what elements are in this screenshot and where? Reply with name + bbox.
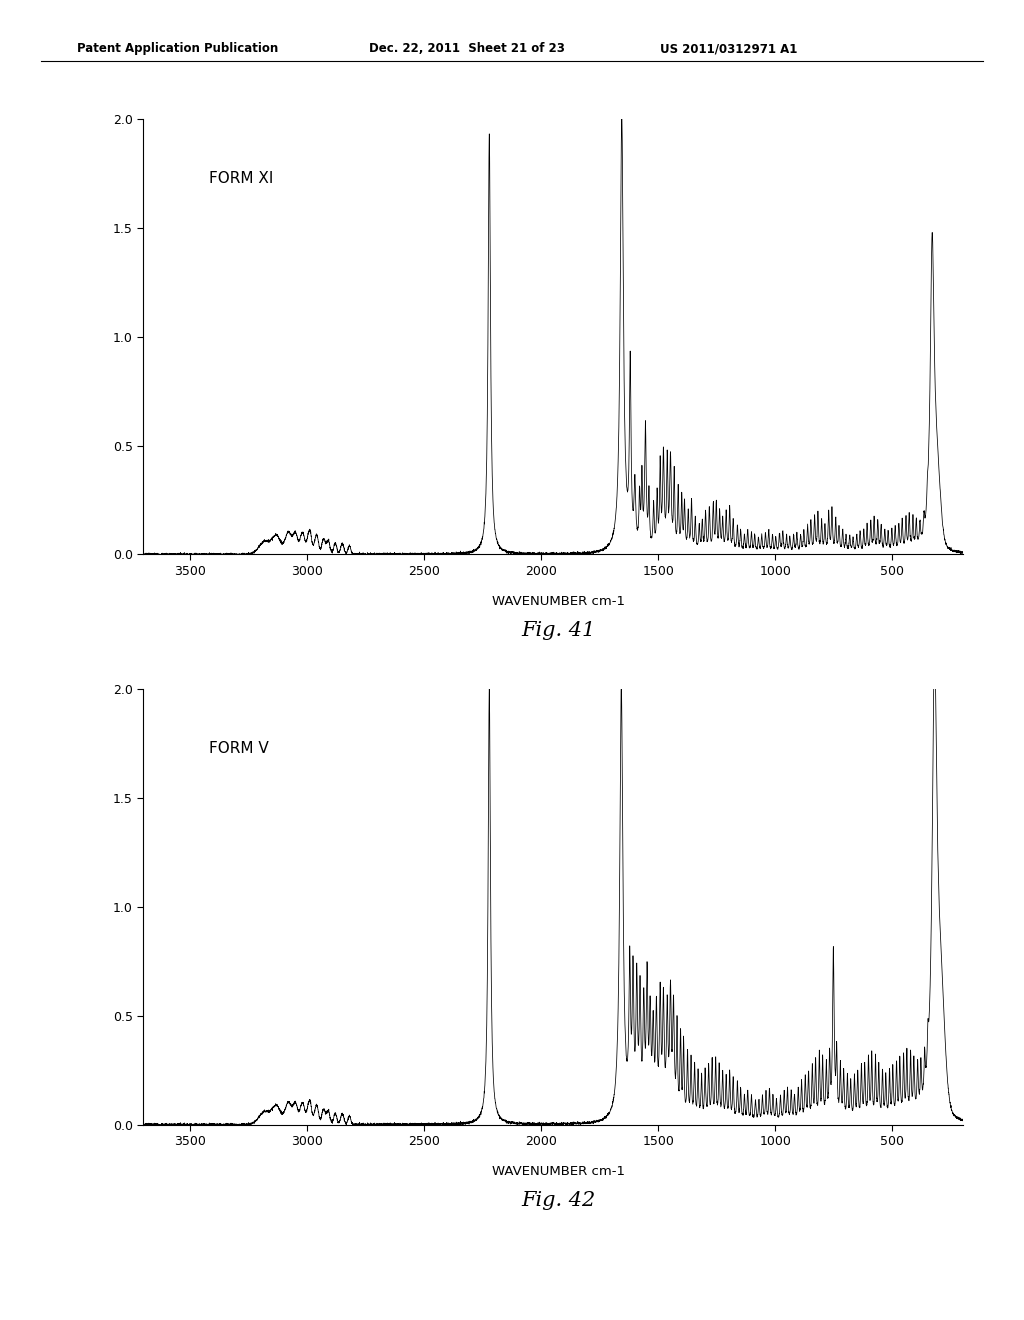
Text: Dec. 22, 2011  Sheet 21 of 23: Dec. 22, 2011 Sheet 21 of 23 [369,42,564,55]
Text: WAVENUMBER cm-1: WAVENUMBER cm-1 [492,1164,625,1177]
Text: Fig. 42: Fig. 42 [521,1192,595,1210]
Text: Fig. 41: Fig. 41 [521,622,595,640]
Text: WAVENUMBER cm-1: WAVENUMBER cm-1 [492,594,625,607]
Text: FORM XI: FORM XI [209,172,273,186]
Text: FORM V: FORM V [209,742,268,756]
Text: Patent Application Publication: Patent Application Publication [77,42,279,55]
Text: US 2011/0312971 A1: US 2011/0312971 A1 [660,42,798,55]
